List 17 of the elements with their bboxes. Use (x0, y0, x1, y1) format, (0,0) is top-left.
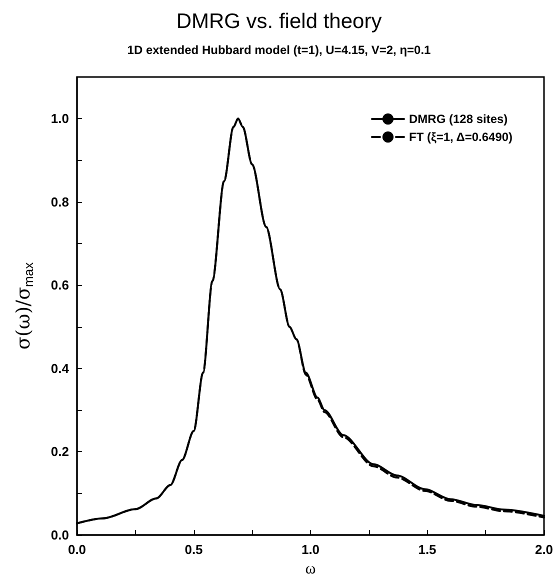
y-tick-label: 0.6 (50, 278, 69, 293)
x-tick-label: 0.5 (184, 542, 203, 557)
legend-label: FT (ξ=1, Δ=0.6490) (408, 130, 513, 144)
x-tick-label: 0.0 (68, 542, 86, 557)
x-tick-label: 1.5 (418, 542, 436, 557)
y-tick-label: 0.8 (50, 194, 69, 210)
x-axis-title: ω (305, 560, 316, 578)
chart-subtitle: 1D extended Hubbard model (t=1), U=4.15, V=2, η=0.1 (127, 43, 432, 57)
x-tick-label: 2.0 (534, 542, 554, 557)
y-tick-label: 1.0 (50, 111, 69, 126)
legend-label: DMRG (128 sites) (408, 112, 508, 126)
y-tick-label: 0.4 (50, 360, 70, 376)
y-tick-label: 0.0 (50, 528, 69, 542)
chart-title: DMRG vs. field theory (176, 10, 382, 33)
x-tick-label: 1.0 (301, 542, 320, 557)
y-tick-label: 0.2 (50, 444, 69, 460)
y-axis-title: σ(ω)/σmax (12, 262, 36, 350)
